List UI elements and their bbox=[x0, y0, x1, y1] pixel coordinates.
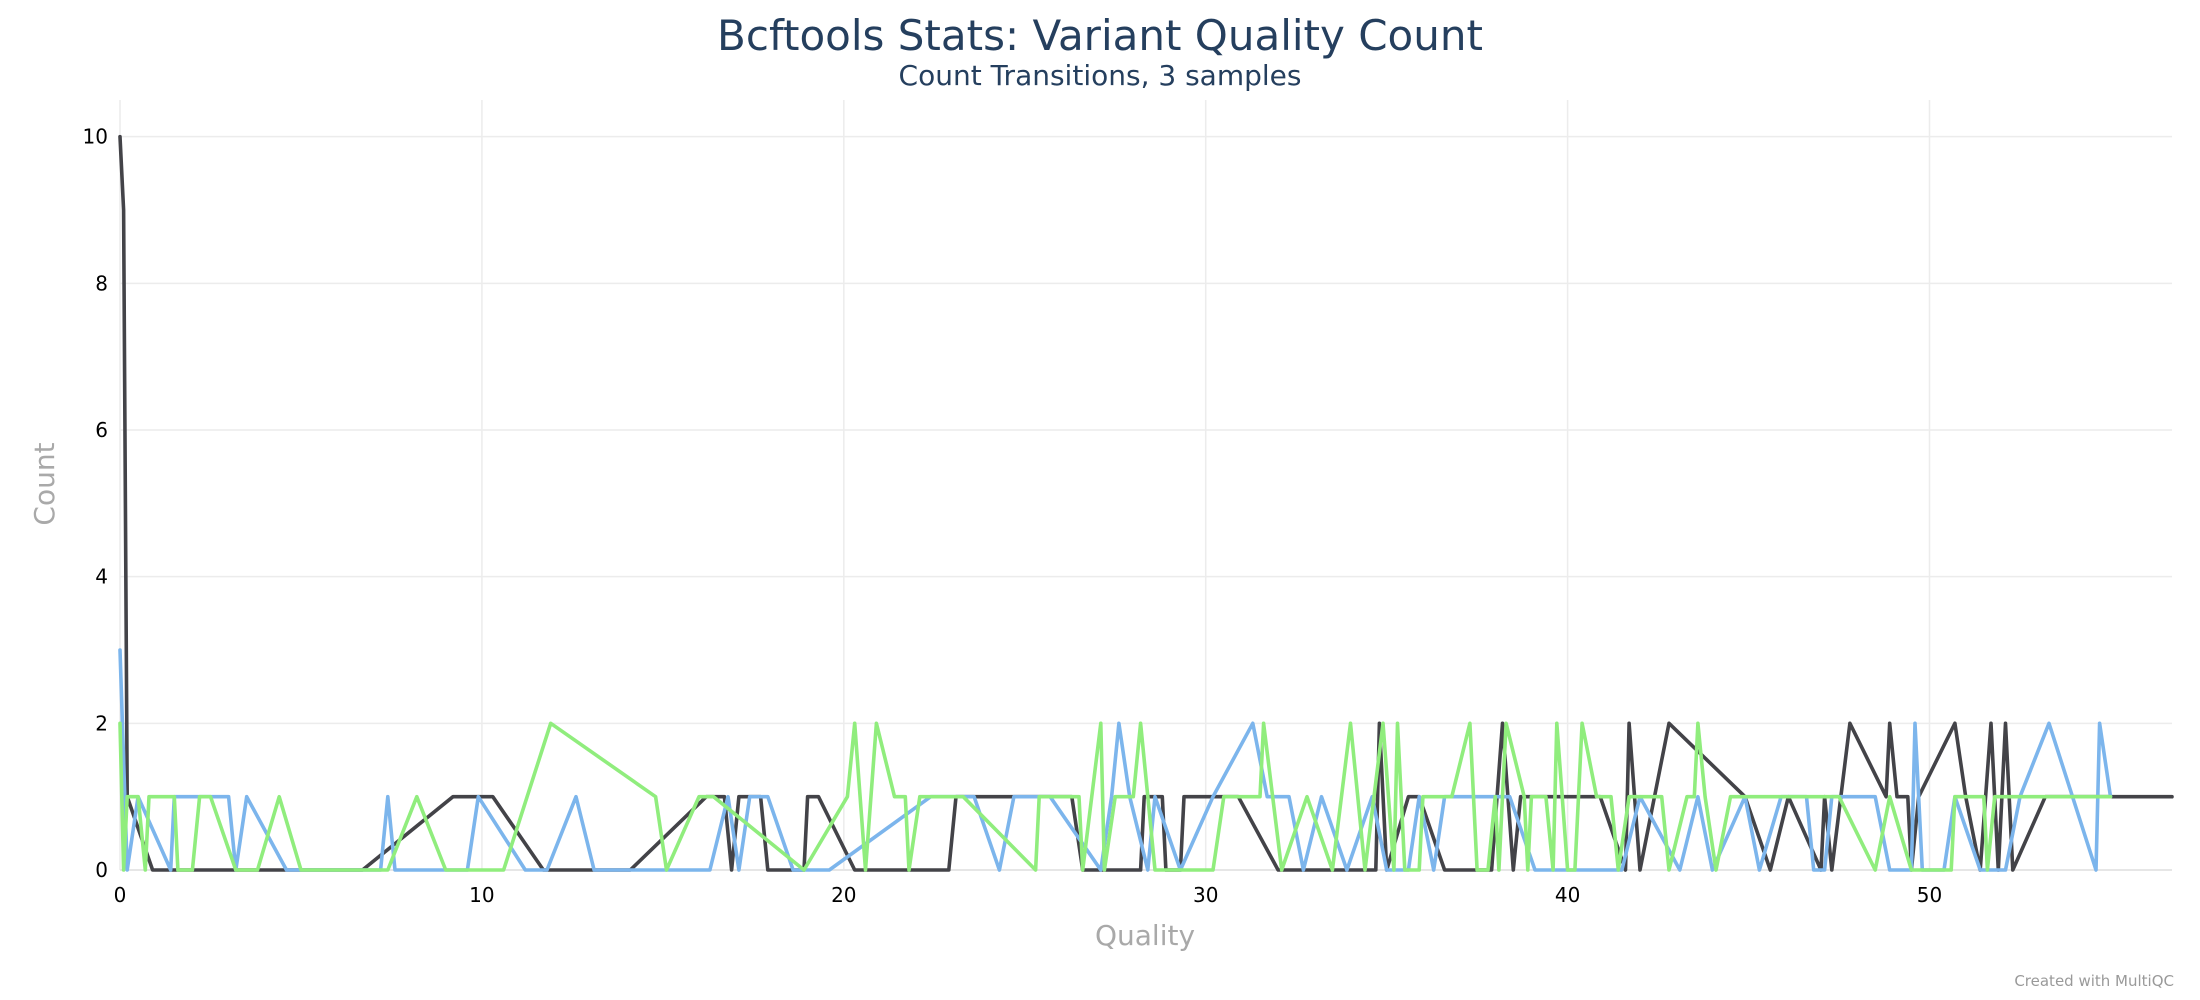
tick-labels: 0 10 20 30 40 50 0 2 4 6 8 10 bbox=[83, 125, 1943, 907]
y-tick-label: 2 bbox=[95, 711, 108, 735]
x-tick-label: 10 bbox=[469, 883, 494, 907]
y-tick-label: 10 bbox=[83, 125, 108, 149]
x-tick-label: 20 bbox=[831, 883, 856, 907]
chart-subtitle: Count Transitions, 3 samples bbox=[899, 59, 1302, 92]
x-axis-title: Quality bbox=[1095, 919, 1195, 952]
chart-title: Bcftools Stats: Variant Quality Count bbox=[717, 11, 1483, 60]
x-tick-label: 0 bbox=[114, 883, 127, 907]
y-tick-label: 6 bbox=[95, 418, 108, 442]
y-axis-title: Count bbox=[28, 442, 61, 525]
series-line-2[interactable] bbox=[118, 648, 2113, 872]
y-tick-label: 8 bbox=[95, 271, 108, 295]
x-tick-label: 50 bbox=[1917, 883, 1942, 907]
series-line-1[interactable] bbox=[118, 134, 2174, 872]
y-tick-label: 4 bbox=[95, 565, 108, 589]
y-tick-label: 0 bbox=[95, 858, 108, 882]
series-lines bbox=[118, 134, 2174, 872]
x-tick-label: 40 bbox=[1555, 883, 1580, 907]
grid-lines bbox=[119, 100, 2172, 870]
credit-label: Created with MultiQC bbox=[2014, 972, 2174, 990]
series-line-3[interactable] bbox=[118, 721, 2113, 872]
x-tick-label: 30 bbox=[1193, 883, 1218, 907]
